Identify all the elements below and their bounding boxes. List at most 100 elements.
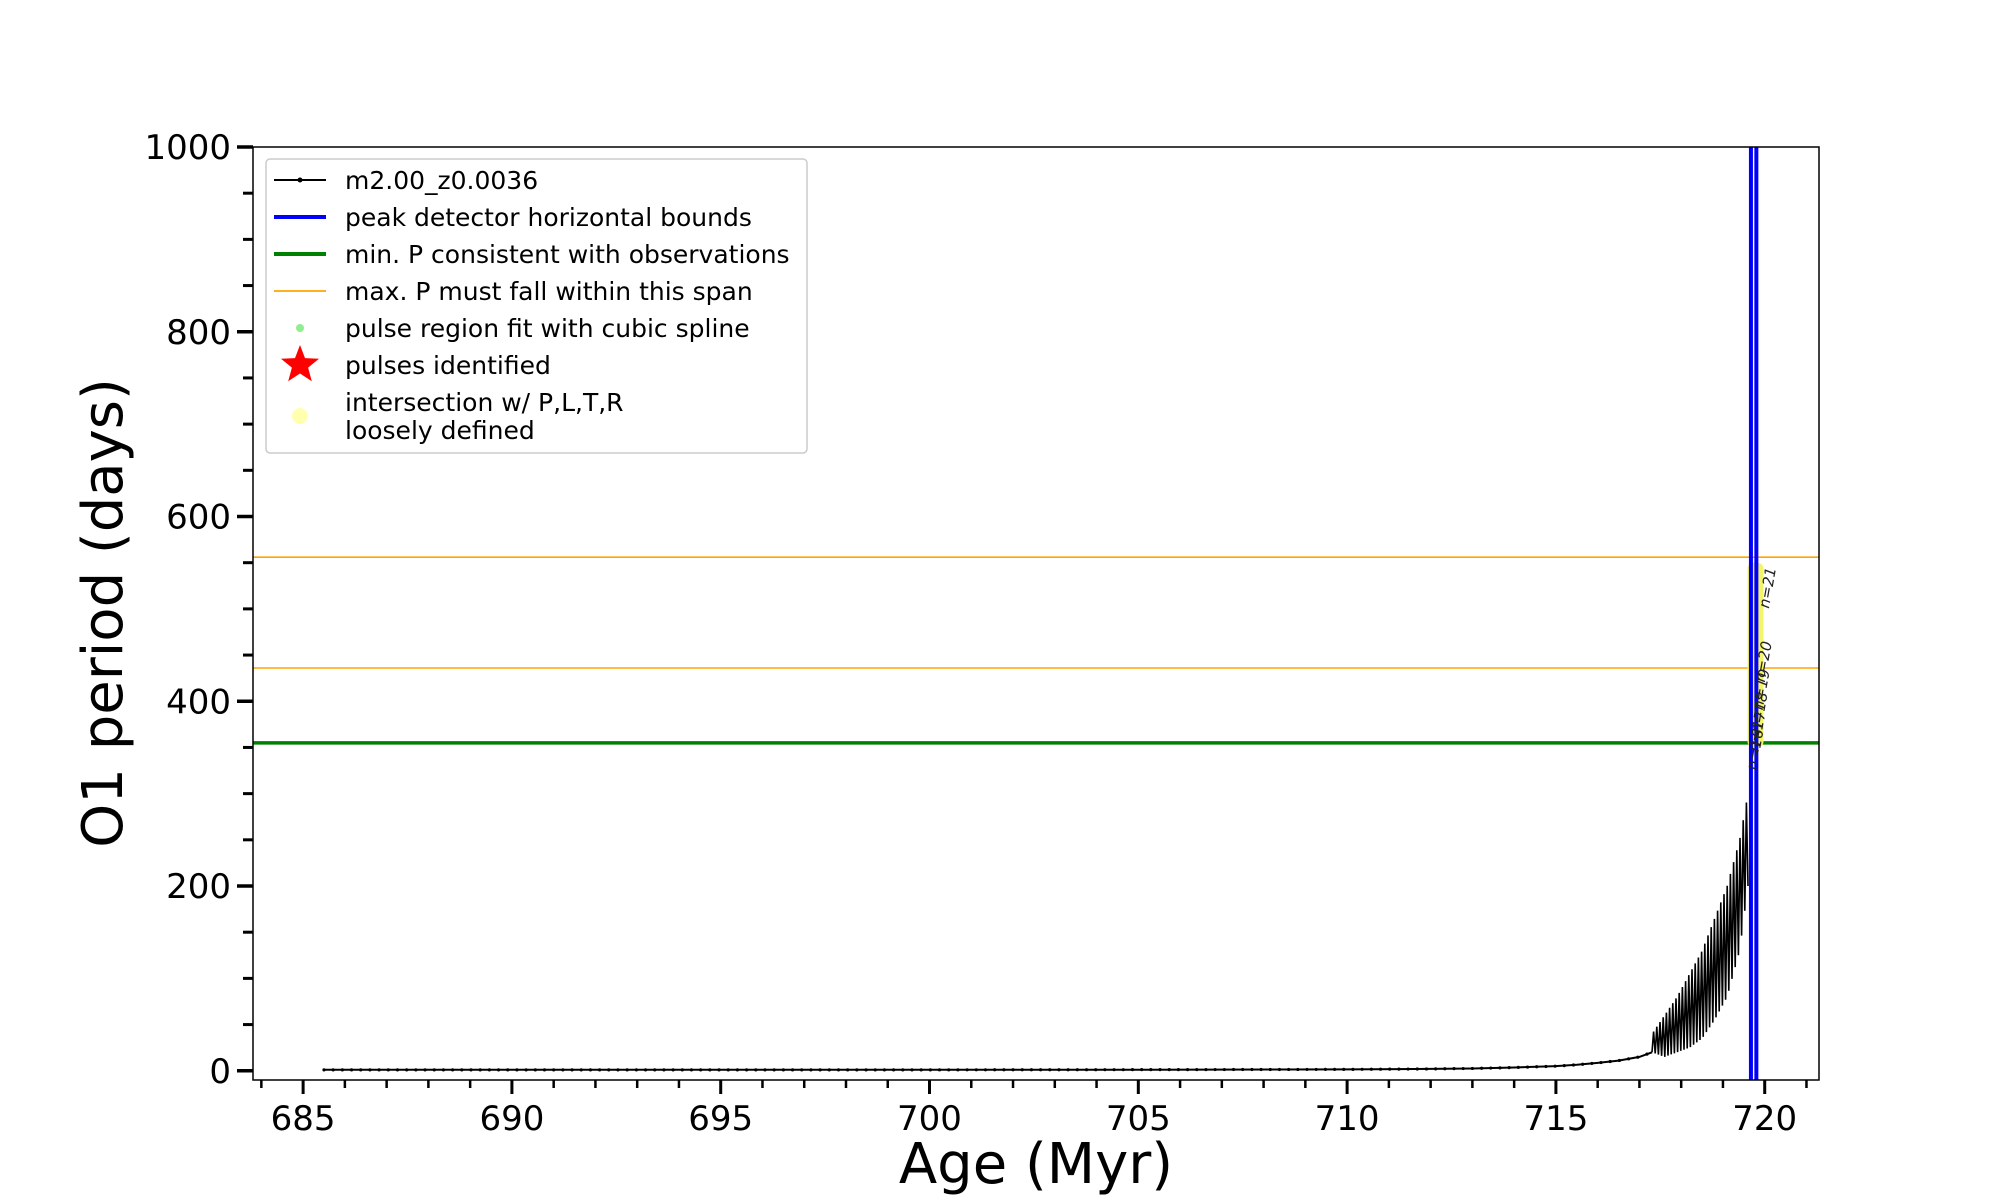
series-point <box>1332 1067 1337 1071</box>
series-point <box>616 1068 620 1072</box>
series-point <box>937 1068 942 1072</box>
series-point <box>533 1068 537 1072</box>
x-tick-label: 710 <box>1315 1099 1380 1139</box>
x-axis: 685 690 695 700 705 710 715 720 <box>260 1080 1808 1139</box>
series-point <box>331 1068 335 1072</box>
y-tick-label: 1000 <box>144 128 231 168</box>
series-point <box>1176 1068 1181 1072</box>
series-point <box>634 1068 638 1072</box>
series-point <box>1158 1068 1162 1072</box>
y-tick-label: 400 <box>166 682 231 722</box>
series-point <box>625 1068 629 1072</box>
series-point <box>349 1068 354 1072</box>
series-point <box>451 1068 455 1072</box>
series-point <box>469 1068 473 1072</box>
series-point <box>1103 1068 1107 1072</box>
series-point <box>1351 1067 1355 1071</box>
series-point <box>570 1068 574 1072</box>
x-tick-label: 685 <box>271 1099 336 1139</box>
series-point <box>1094 1068 1098 1072</box>
series-point <box>1553 1064 1557 1068</box>
series-point <box>1204 1067 1208 1072</box>
series-point <box>1011 1068 1015 1072</box>
series-point <box>1149 1068 1153 1072</box>
series-point <box>754 1068 758 1072</box>
series-point <box>432 1068 436 1072</box>
y-tick-label: 800 <box>166 313 231 353</box>
series-point <box>1369 1067 1373 1071</box>
series-point <box>699 1068 703 1072</box>
series-point <box>993 1068 997 1072</box>
series-point <box>1268 1067 1272 1072</box>
series-point <box>1314 1067 1318 1072</box>
series-point <box>919 1068 923 1072</box>
y-tick-label: 600 <box>166 498 231 538</box>
series-point <box>1112 1068 1116 1072</box>
series-point <box>1452 1067 1456 1071</box>
series-point <box>772 1068 776 1072</box>
series-point <box>515 1068 519 1072</box>
series-point <box>1415 1067 1419 1071</box>
series-point <box>1250 1067 1254 1072</box>
series-point <box>846 1068 850 1072</box>
y-axis: 0 200 400 600 800 1000 <box>144 128 253 1092</box>
series-point <box>1038 1068 1043 1072</box>
series-point <box>395 1068 400 1072</box>
legend-handle <box>296 324 304 332</box>
series-point <box>1590 1061 1594 1066</box>
series-point <box>717 1068 721 1072</box>
series-point <box>1121 1068 1125 1072</box>
series-point <box>460 1068 464 1072</box>
series-point <box>974 1068 978 1072</box>
series-point <box>1608 1059 1612 1064</box>
series-point <box>1167 1068 1171 1072</box>
series-point <box>901 1068 905 1072</box>
series-point <box>818 1068 822 1072</box>
series-point <box>579 1068 583 1072</box>
series-point <box>423 1068 427 1072</box>
series-point <box>827 1068 831 1072</box>
series-point <box>524 1068 528 1072</box>
x-axis-title: Age (Myr) <box>899 1132 1173 1197</box>
x-tick-label: 715 <box>1523 1099 1588 1139</box>
series-point <box>653 1068 657 1072</box>
series-point <box>864 1068 868 1072</box>
series-point <box>928 1068 932 1072</box>
series-point <box>956 1068 960 1072</box>
series-point <box>1130 1068 1135 1072</box>
pulse-label: n=16 <box>1743 728 1768 772</box>
series-point <box>965 1068 969 1072</box>
series-point <box>1277 1067 1282 1072</box>
legend-handle <box>292 408 308 424</box>
series-point <box>1397 1067 1401 1071</box>
series-point <box>891 1068 896 1072</box>
series-point <box>506 1068 510 1072</box>
series-point <box>1222 1067 1226 1072</box>
series-point <box>1075 1068 1079 1072</box>
series-point <box>745 1068 749 1072</box>
series-point <box>1498 1066 1502 1070</box>
series-point <box>726 1068 730 1072</box>
series-point <box>735 1068 740 1072</box>
series-point <box>1434 1067 1438 1071</box>
series-point <box>414 1068 418 1072</box>
series-point <box>1406 1067 1410 1071</box>
series-point <box>1360 1067 1364 1071</box>
series-point <box>1213 1067 1217 1072</box>
series-point <box>882 1068 887 1072</box>
series-point <box>1195 1067 1199 1072</box>
series-point <box>1443 1067 1447 1071</box>
series-point <box>1066 1068 1070 1072</box>
series-point <box>1002 1068 1006 1072</box>
x-tick-label: 705 <box>1106 1099 1171 1139</box>
series-point <box>1378 1067 1383 1071</box>
series-point <box>1048 1068 1052 1072</box>
series-point <box>561 1068 565 1072</box>
series-point <box>542 1068 547 1072</box>
series-point <box>1241 1067 1245 1072</box>
series-line-pulses <box>1651 802 1749 1057</box>
legend-label: min. P consistent with observations <box>345 240 790 269</box>
series-point <box>377 1068 381 1072</box>
series-point <box>1479 1066 1484 1070</box>
